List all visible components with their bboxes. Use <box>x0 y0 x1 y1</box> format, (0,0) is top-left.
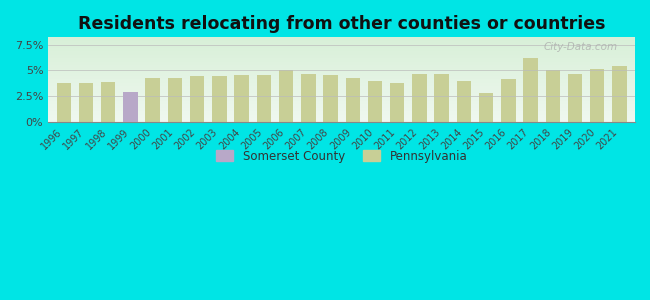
Bar <box>235 75 249 122</box>
Text: City-Data.com: City-Data.com <box>543 42 618 52</box>
Legend: Somerset County, Pennsylvania: Somerset County, Pennsylvania <box>211 145 473 167</box>
Bar <box>434 74 449 122</box>
Bar <box>612 66 627 122</box>
Bar <box>257 75 271 122</box>
Bar <box>368 81 382 122</box>
Bar <box>279 70 293 122</box>
Bar <box>590 70 605 122</box>
Bar <box>190 76 204 122</box>
Bar <box>323 75 338 122</box>
Bar <box>390 83 404 122</box>
Bar <box>412 74 426 122</box>
Bar <box>545 70 560 122</box>
Bar <box>124 92 138 122</box>
Bar <box>523 58 538 122</box>
Bar <box>168 78 182 122</box>
Bar <box>501 79 515 122</box>
Bar <box>212 76 227 122</box>
Bar <box>146 78 160 122</box>
Bar <box>101 82 116 122</box>
Bar <box>79 83 93 122</box>
Bar <box>567 74 582 122</box>
Bar <box>57 83 71 122</box>
Bar <box>479 93 493 122</box>
Bar <box>346 78 360 122</box>
Bar <box>457 81 471 122</box>
Title: Residents relocating from other counties or countries: Residents relocating from other counties… <box>78 15 605 33</box>
Bar <box>301 74 315 122</box>
